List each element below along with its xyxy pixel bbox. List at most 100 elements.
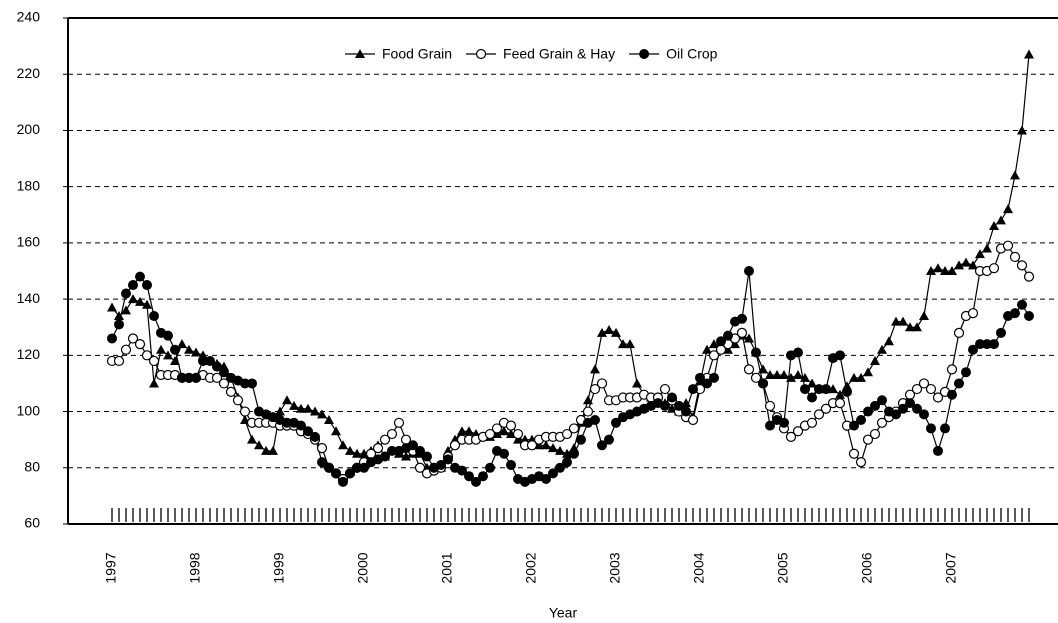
y-tick-label: 120 <box>17 346 41 362</box>
y-tick-label: 140 <box>17 290 41 306</box>
marker <box>743 364 755 375</box>
marker <box>338 476 348 487</box>
marker <box>401 451 411 461</box>
marker <box>114 319 124 330</box>
marker <box>268 445 278 455</box>
marker <box>800 372 810 382</box>
marker <box>849 420 859 431</box>
marker <box>589 383 601 395</box>
marker <box>779 417 789 428</box>
marker <box>114 310 124 320</box>
marker <box>674 400 684 411</box>
marker <box>562 457 572 468</box>
marker <box>548 443 558 453</box>
marker <box>513 434 523 444</box>
marker <box>177 339 187 349</box>
y-tick-label: 220 <box>17 65 41 81</box>
legend-marker <box>475 48 487 60</box>
marker <box>163 330 173 341</box>
marker <box>877 344 887 354</box>
marker <box>576 434 586 445</box>
marker <box>758 378 768 389</box>
marker <box>855 457 867 468</box>
x-tick-label: 1997 <box>103 552 119 583</box>
marker <box>954 260 964 270</box>
marker <box>590 414 600 425</box>
marker <box>121 288 131 299</box>
marker <box>877 395 887 406</box>
marker <box>940 423 950 434</box>
marker <box>702 344 712 354</box>
marker <box>835 389 845 399</box>
marker <box>191 347 201 357</box>
marker <box>967 308 979 319</box>
marker <box>240 378 250 389</box>
x-tick-label: 2000 <box>355 552 371 583</box>
marker <box>317 409 327 419</box>
marker <box>471 476 481 487</box>
marker <box>982 243 992 253</box>
legend-label: Oil Crop <box>666 46 718 62</box>
marker <box>814 384 824 395</box>
marker <box>786 372 796 382</box>
marker <box>765 370 775 380</box>
marker <box>212 361 222 372</box>
marker <box>359 462 369 473</box>
marker <box>862 434 874 445</box>
marker <box>961 257 971 267</box>
marker <box>848 448 860 459</box>
marker <box>331 468 341 479</box>
marker <box>142 280 152 291</box>
marker <box>324 414 334 424</box>
marker <box>1024 49 1034 59</box>
x-tick-label: 2003 <box>607 552 623 583</box>
marker <box>898 403 908 414</box>
marker <box>316 443 328 454</box>
marker <box>982 339 992 350</box>
x-axis-label: Year <box>549 605 578 621</box>
marker <box>870 400 880 411</box>
marker <box>569 448 579 459</box>
marker <box>303 403 313 413</box>
marker <box>247 378 257 389</box>
marker <box>947 389 957 400</box>
marker <box>282 417 292 428</box>
marker <box>457 465 467 476</box>
marker <box>548 468 558 479</box>
x-tick-label: 1999 <box>271 552 287 583</box>
marker <box>541 474 551 485</box>
marker <box>989 221 999 231</box>
marker <box>211 372 223 383</box>
marker <box>408 440 418 451</box>
marker <box>1016 260 1028 271</box>
marker <box>996 327 1006 338</box>
marker <box>443 454 453 465</box>
legend-label: Food Grain <box>382 46 452 62</box>
marker <box>926 423 936 434</box>
y-tick-label: 240 <box>17 9 41 25</box>
x-tick-label: 2005 <box>775 552 791 583</box>
marker <box>702 378 712 389</box>
marker <box>148 355 160 367</box>
marker <box>317 457 327 468</box>
marker <box>372 443 384 454</box>
marker <box>149 310 159 321</box>
marker <box>1017 125 1027 135</box>
marker <box>414 462 426 473</box>
marker <box>555 462 565 473</box>
marker <box>310 406 320 416</box>
x-tick-label: 1998 <box>187 552 203 583</box>
marker <box>120 344 132 355</box>
marker <box>1023 271 1035 282</box>
x-tick-label: 2006 <box>859 552 875 583</box>
marker <box>975 249 985 259</box>
marker <box>512 428 524 440</box>
marker <box>561 428 573 440</box>
marker <box>156 344 166 354</box>
marker <box>324 462 334 473</box>
marker <box>659 383 671 395</box>
y-tick-label: 100 <box>17 402 41 418</box>
marker <box>499 448 509 459</box>
x-tick-label: 2004 <box>691 552 707 583</box>
marker <box>988 263 1000 274</box>
